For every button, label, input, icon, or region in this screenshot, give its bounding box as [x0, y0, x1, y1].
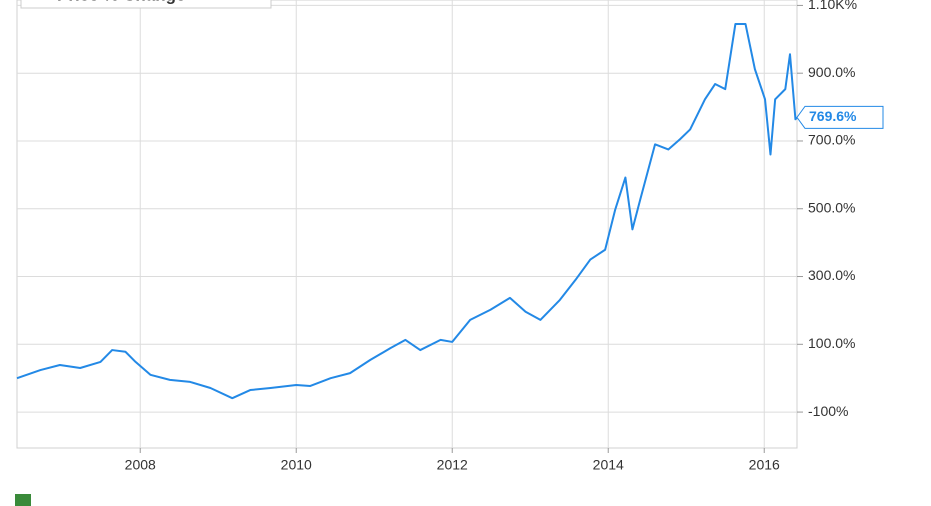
y-tick-label: 100.0%	[808, 335, 855, 351]
y-tick-label: 900.0%	[808, 64, 855, 80]
x-tick-label: 2016	[749, 457, 780, 473]
x-tick-label: 2010	[281, 457, 312, 473]
legend-box	[20, 0, 272, 9]
price-line	[16, 23, 798, 400]
y-tick-label: 300.0%	[808, 267, 855, 283]
value-label: 769.6%	[809, 108, 857, 124]
y-tick-label: 500.0%	[808, 199, 855, 215]
y-tick-label: 1.10K%	[808, 0, 857, 12]
plot-area	[16, 0, 798, 449]
x-tick-label: 2014	[593, 457, 624, 473]
logo	[15, 494, 31, 506]
y-tick-label: -100%	[808, 403, 848, 419]
x-tick-label: 2012	[437, 457, 468, 473]
value-label-box	[796, 105, 884, 129]
y-tick-label: 700.0%	[808, 132, 855, 148]
x-tick-label: 2008	[125, 457, 156, 473]
legend-label: Price % Change	[57, 0, 186, 4]
